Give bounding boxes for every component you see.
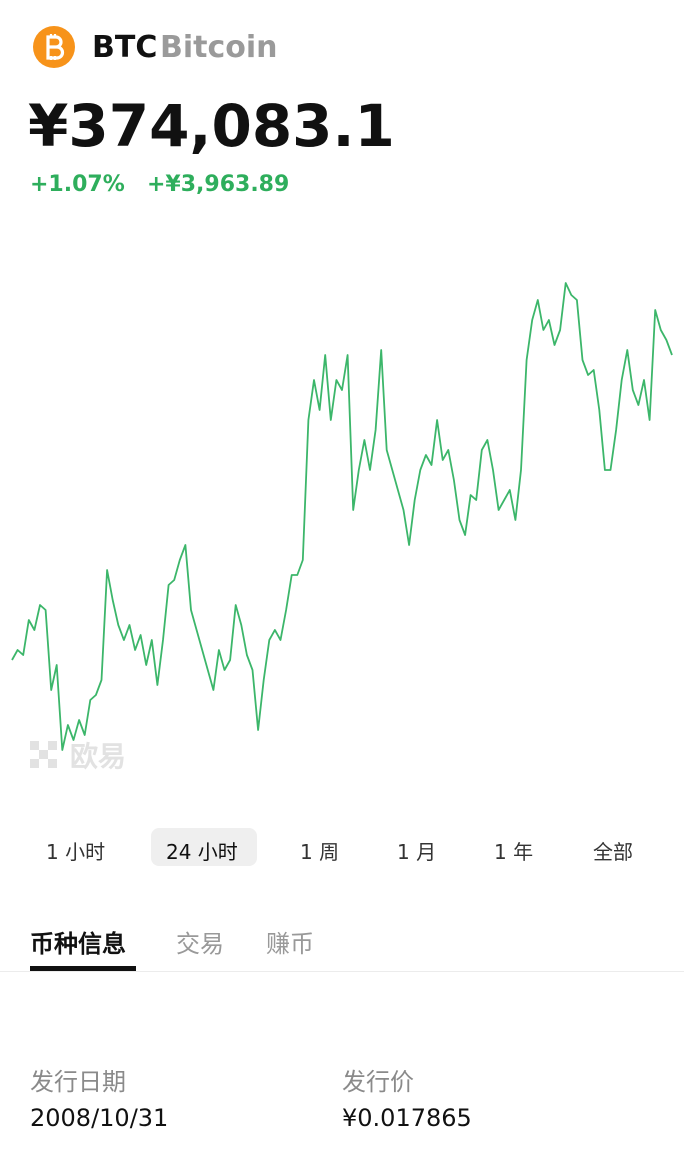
tab[interactable]: 赚币 bbox=[266, 930, 314, 958]
tab[interactable]: 交易 bbox=[176, 930, 224, 958]
coin-icon bbox=[33, 26, 75, 68]
info-label: 发行日期 bbox=[30, 1068, 126, 1096]
change-percent: +1.07% bbox=[30, 172, 125, 197]
divider bbox=[0, 971, 684, 972]
price: ¥374,083.1 bbox=[28, 92, 395, 160]
info-label: 发行价 bbox=[342, 1068, 414, 1096]
price-line bbox=[11, 282, 673, 751]
period-button[interactable]: 1 年 bbox=[494, 840, 534, 864]
coin-symbol: BTC bbox=[92, 30, 158, 65]
info-value: 2008/10/31 bbox=[30, 1104, 169, 1132]
info-value: ¥0.017865 bbox=[342, 1104, 472, 1132]
watermark-logo bbox=[30, 741, 57, 768]
coin-name: Bitcoin bbox=[160, 30, 278, 65]
period-button[interactable]: 24 小时 bbox=[166, 840, 238, 864]
period-button[interactable]: 1 周 bbox=[300, 840, 340, 864]
price-chart: 欧易 bbox=[11, 282, 673, 773]
change-amount: +¥3,963.89 bbox=[147, 172, 290, 197]
tab[interactable]: 币种信息 bbox=[30, 930, 126, 958]
tab-underline bbox=[30, 966, 136, 971]
period-button[interactable]: 1 小时 bbox=[46, 840, 106, 864]
period-highlight bbox=[151, 828, 257, 866]
period-button[interactable]: 全部 bbox=[593, 840, 633, 864]
watermark: 欧易 bbox=[70, 740, 126, 773]
period-button[interactable]: 1 月 bbox=[397, 840, 437, 864]
